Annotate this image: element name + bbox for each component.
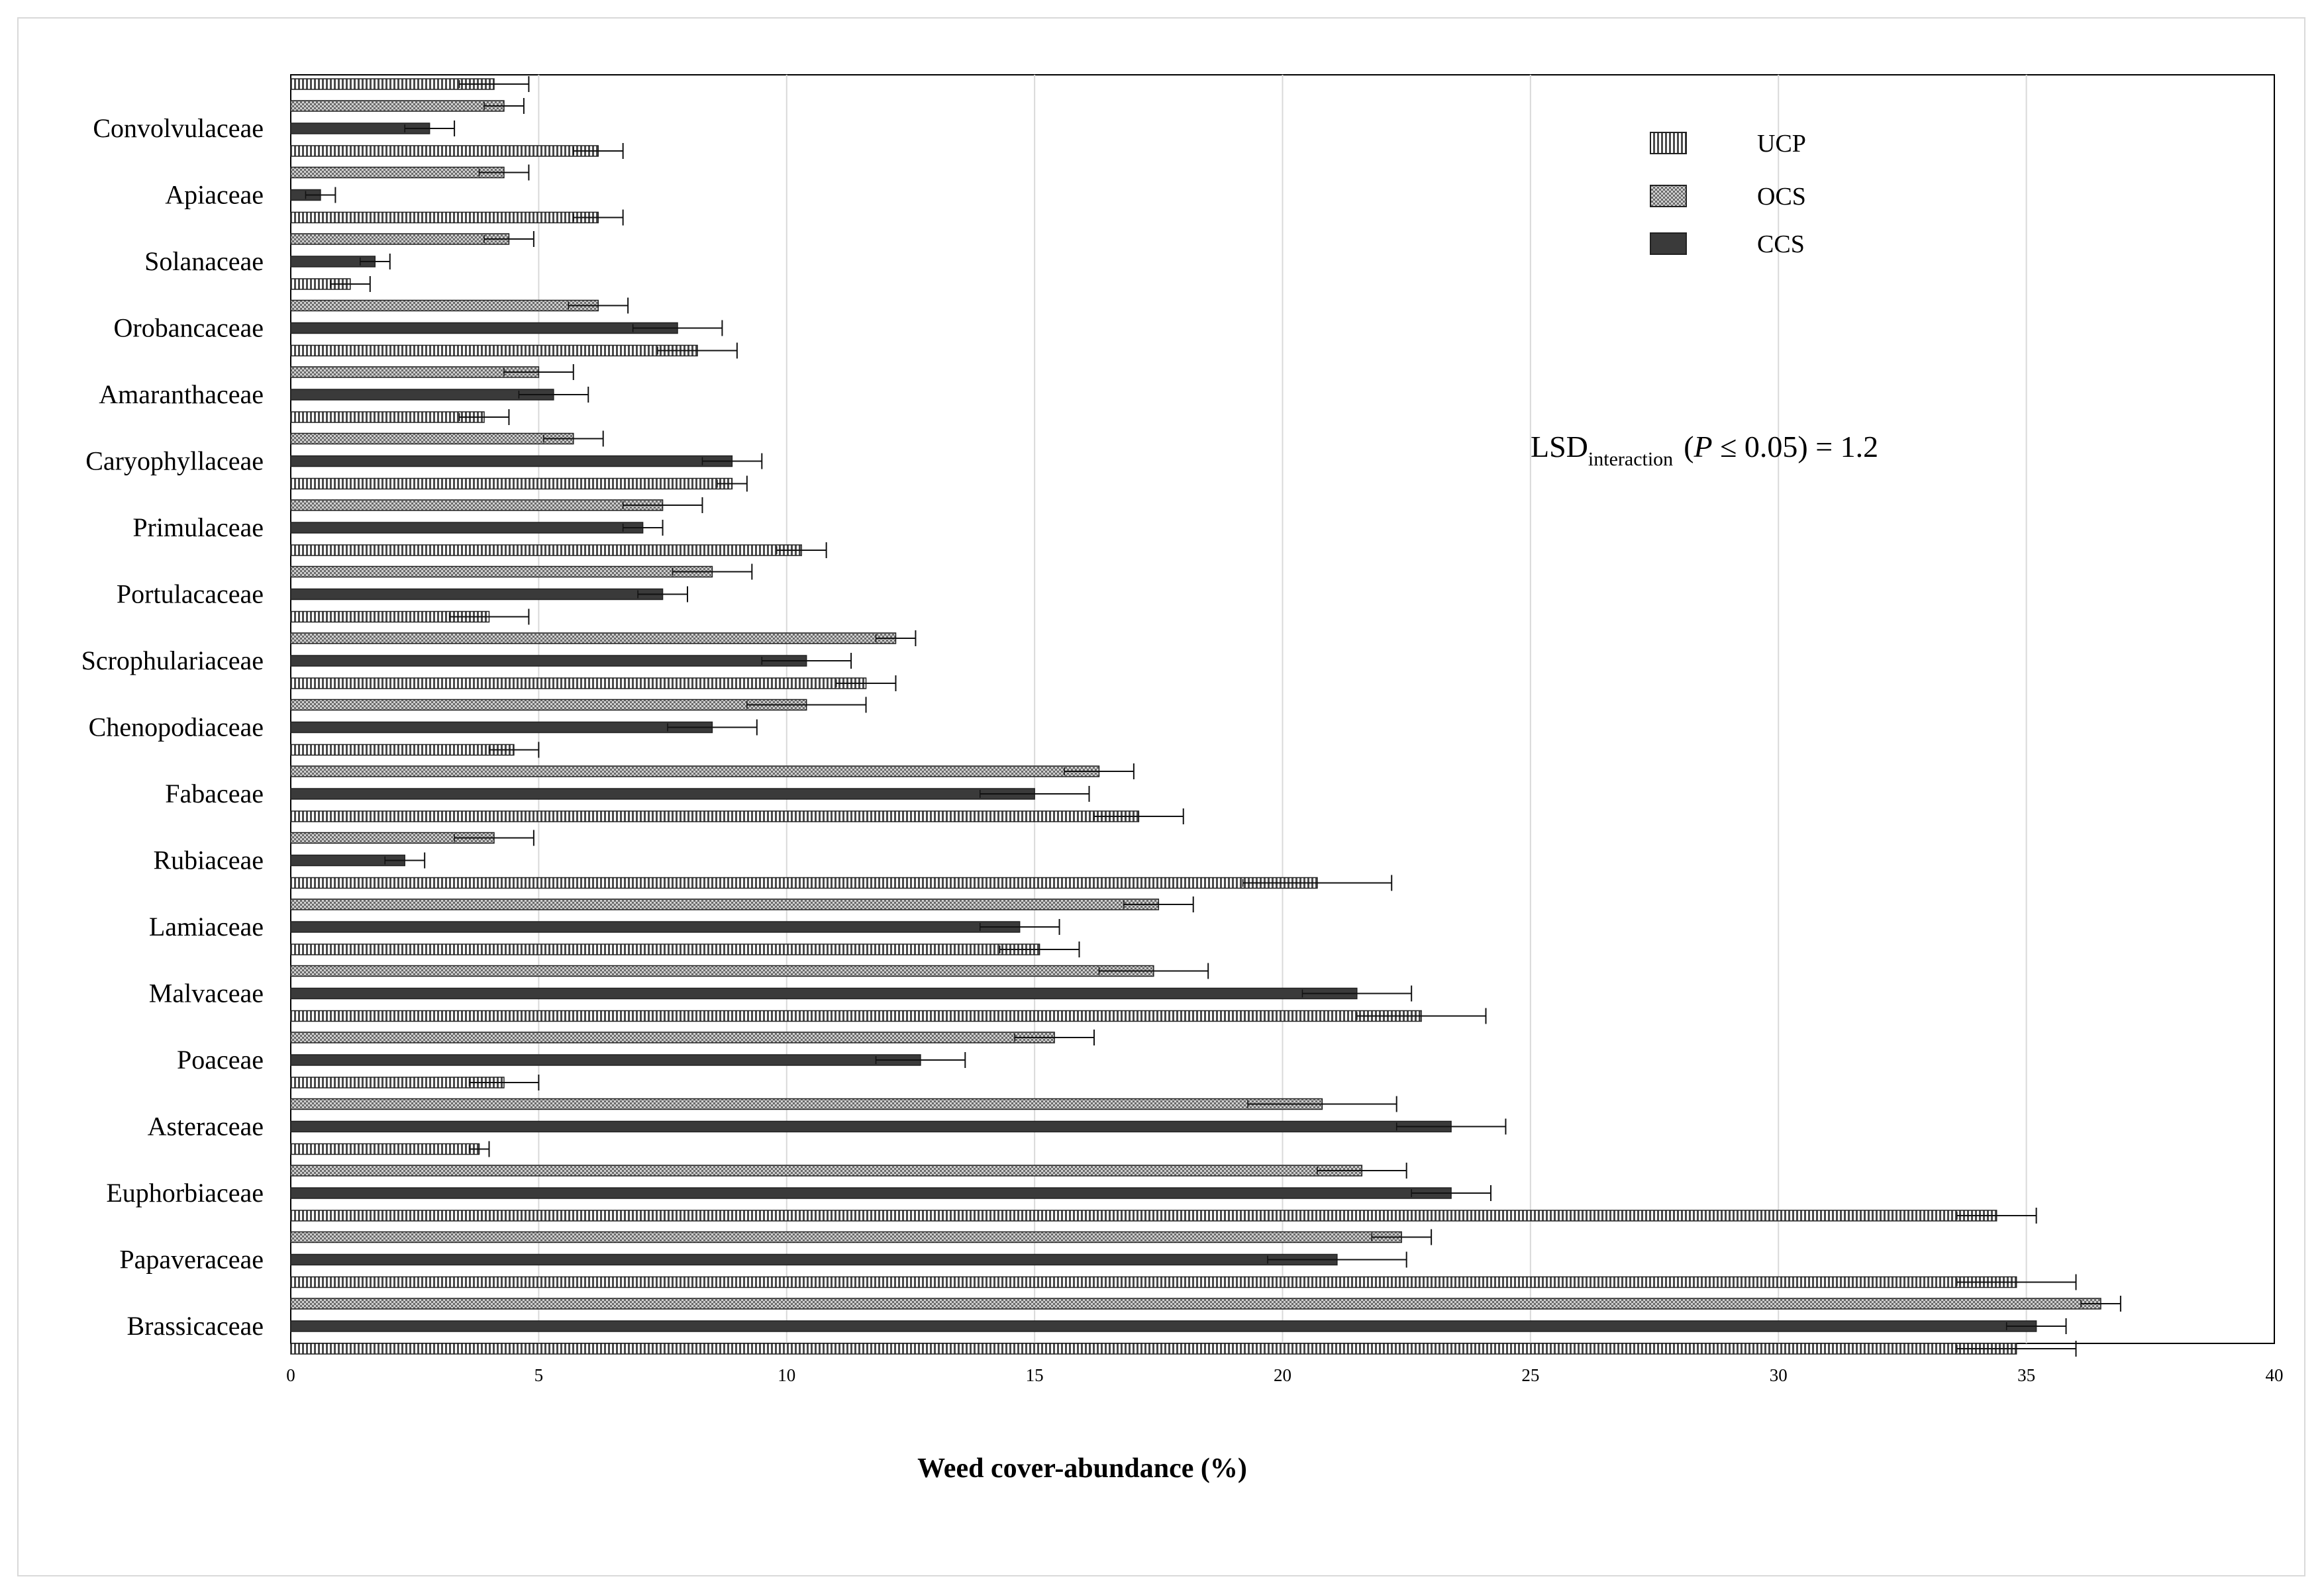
- bar-ucp: [290, 877, 1318, 889]
- bar-ucp: [290, 1010, 1422, 1022]
- bar-ccs: [290, 588, 664, 601]
- bar-ocs: [290, 1032, 1055, 1043]
- bar-ocs: [290, 699, 807, 711]
- y-category-label: Euphorbiaceae: [106, 1178, 264, 1208]
- legend: UCP OCS CCS: [1650, 130, 1806, 258]
- y-category-label: Fabaceae: [165, 779, 264, 808]
- bar-ucp: [290, 411, 485, 423]
- legend-swatch-ccs: [1650, 232, 1687, 255]
- bar-ocs: [290, 166, 505, 179]
- lsd-subscript: interaction: [1588, 448, 1673, 470]
- legend-label-ocs: OCS: [1757, 183, 1806, 211]
- x-tick-label: 40: [2266, 1365, 2284, 1385]
- bar-ocs: [290, 1098, 1323, 1110]
- bar-ocs: [290, 233, 510, 245]
- x-tick-label: 35: [2017, 1365, 2035, 1385]
- legend-label-ccs: CCS: [1757, 230, 1805, 258]
- y-category-label: Primulaceae: [132, 512, 264, 542]
- lsd-rest: ≤ 0.05) = 1.2: [1713, 430, 1879, 463]
- y-category-label: Apiaceae: [165, 180, 264, 210]
- x-tick-label: 20: [1274, 1365, 1291, 1385]
- error-bars: [305, 76, 2121, 1357]
- bar-ucp: [290, 544, 802, 556]
- bar-ocs: [290, 898, 1160, 910]
- x-axis-title: Weed cover-abundance (%): [917, 1453, 1247, 1484]
- bar-ccs: [290, 788, 1035, 800]
- lsd-annotation: LSDinteraction (P ≤ 0.05) = 1.2: [1531, 430, 1878, 470]
- bar-ccs: [290, 721, 713, 734]
- y-category-label: Convolvulaceae: [93, 113, 264, 143]
- bar-ocs: [290, 100, 505, 112]
- bar-ocs: [290, 565, 713, 578]
- bar-ocs: [290, 499, 664, 511]
- bar-ccs: [290, 1320, 2037, 1332]
- bar-ocs: [290, 765, 1100, 777]
- x-axis-ticks: 0 5 10 15 20 25 30 35 40: [286, 1365, 2283, 1385]
- bar-ucp: [290, 1210, 1997, 1222]
- bar-ucp: [290, 145, 599, 157]
- legend-label-ucp: UCP: [1757, 130, 1806, 158]
- x-tick-label: 10: [778, 1365, 795, 1385]
- bar-ucp: [290, 943, 1040, 955]
- bar-ocs: [290, 1231, 1402, 1243]
- bar-ccs: [290, 1054, 921, 1066]
- bar-ucp: [290, 1343, 2017, 1355]
- legend-swatch-ucp: [1650, 132, 1687, 154]
- y-category-label: Solanaceae: [144, 246, 264, 276]
- bar-ccs: [290, 322, 678, 334]
- bar-ucp: [290, 744, 515, 756]
- bar-ucp: [290, 477, 733, 490]
- x-tick-label: 30: [1770, 1365, 1788, 1385]
- x-tick-label: 25: [1521, 1365, 1539, 1385]
- bar-ocs: [290, 1298, 2101, 1310]
- lsd-var: P: [1693, 430, 1713, 463]
- y-category-label: Papaveraceae: [119, 1245, 264, 1275]
- y-category-label: Poaceae: [177, 1045, 264, 1075]
- bar-ocs: [290, 965, 1154, 977]
- bar-ocs: [290, 1165, 1363, 1177]
- bar-ccs: [290, 522, 644, 534]
- bar-ocs: [290, 632, 897, 644]
- x-tick-label: 0: [286, 1365, 295, 1385]
- x-tick-label: 5: [534, 1365, 544, 1385]
- bar-ucp: [290, 677, 867, 689]
- y-category-label: Lamiaceae: [149, 912, 264, 942]
- y-category-label: Scrophulariaceae: [81, 646, 264, 675]
- y-axis-categories: Brassicaceae Papaveraceae Euphorbiaceae Ast…: [81, 113, 264, 1341]
- bar-ucp: [290, 344, 698, 357]
- y-category-label: Brassicaceae: [126, 1311, 264, 1341]
- bar-ucp: [290, 1276, 2017, 1288]
- bar-ccs: [290, 655, 807, 667]
- y-category-label: Amaranthaceae: [99, 379, 264, 409]
- bar-ccs: [290, 1120, 1452, 1133]
- bar-ucp: [290, 211, 599, 224]
- y-category-label: Malvaceae: [149, 979, 264, 1008]
- y-category-label: Orobancaceae: [114, 313, 264, 343]
- bar-ocs: [290, 432, 574, 445]
- lsd-prefix: LSD: [1531, 430, 1588, 463]
- bar-ocs: [290, 299, 599, 312]
- y-category-label: Chenopodiaceae: [89, 712, 264, 742]
- bar-ocs: [290, 366, 540, 378]
- bar-ccs: [290, 1253, 1338, 1266]
- y-category-label: Portulacaceae: [117, 579, 264, 609]
- bar-ucp: [290, 810, 1140, 822]
- legend-swatch-ocs: [1650, 185, 1687, 207]
- y-category-label: Rubiaceae: [153, 846, 264, 875]
- bar-ccs: [290, 1187, 1452, 1199]
- bar-ccs: [290, 987, 1358, 1000]
- bar-ccs: [290, 921, 1021, 933]
- bar-ccs: [290, 455, 733, 467]
- bar-ccs: [290, 389, 554, 401]
- lsd-open: (: [1684, 430, 1693, 463]
- y-category-label: Asteraceae: [148, 1112, 264, 1141]
- x-tick-label: 15: [1026, 1365, 1044, 1385]
- y-category-label: Caryophyllaceae: [85, 446, 264, 476]
- bar-ucp: [290, 1143, 480, 1155]
